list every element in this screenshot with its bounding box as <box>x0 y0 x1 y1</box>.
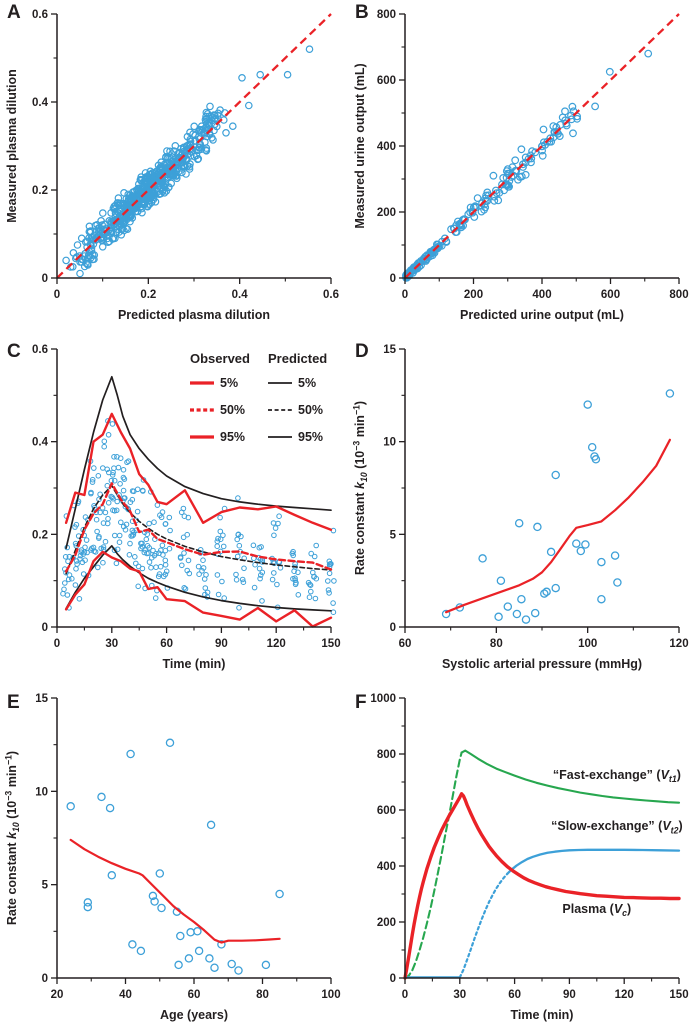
svg-text:0.6: 0.6 <box>323 289 339 301</box>
svg-text:15: 15 <box>383 344 396 356</box>
svg-text:60: 60 <box>508 989 521 1001</box>
svg-text:800: 800 <box>377 749 396 761</box>
svg-text:0: 0 <box>54 638 60 650</box>
svg-text:20: 20 <box>51 989 64 1001</box>
panel-b: B 0 200 400 600 800 0 200 400 600 800 Predicted ur… <box>348 0 697 333</box>
svg-text:Measured plasma dilution: Measured plasma dilution <box>5 69 19 223</box>
svg-text:0: 0 <box>402 289 408 301</box>
svg-text:0: 0 <box>390 973 396 985</box>
chart-e-rate-vs-age: 20 40 60 80 100 0 5 10 15 Age (years) Rate constan… <box>3 693 340 1022</box>
svg-text:5: 5 <box>390 529 397 541</box>
svg-text:0.6: 0.6 <box>32 344 48 356</box>
svg-text:200: 200 <box>377 207 396 219</box>
panel-label-f: F <box>355 692 367 713</box>
svg-text:Plasma (Vc): Plasma (Vc) <box>562 902 631 918</box>
svg-text:5%: 5% <box>220 376 238 390</box>
svg-text:95%: 95% <box>220 430 245 444</box>
panel-a: A 0 0.2 0.4 0.6 0 0.2 0.4 0.6 Predicted plasma d… <box>0 0 348 333</box>
svg-text:Predicted: Predicted <box>268 351 327 366</box>
svg-text:30: 30 <box>453 989 466 1001</box>
svg-text:5: 5 <box>42 880 49 892</box>
svg-text:Age (years): Age (years) <box>160 1008 228 1022</box>
svg-text:Measured urine output (mL): Measured urine output (mL) <box>353 63 367 228</box>
svg-text:95%: 95% <box>298 430 323 444</box>
svg-text:400: 400 <box>377 141 396 153</box>
svg-text:120: 120 <box>615 989 634 1001</box>
svg-text:50%: 50% <box>220 403 245 417</box>
svg-text:600: 600 <box>377 75 396 87</box>
svg-text:Rate constant k10 (10−3 min−1): Rate constant k10 (10−3 min−1) <box>3 751 21 925</box>
svg-text:800: 800 <box>377 9 396 21</box>
svg-text:120: 120 <box>669 638 688 650</box>
svg-text:600: 600 <box>601 289 620 301</box>
chart-c-percentile-timecourse: Observed 5% 50% 95% Predicted 5% 50% 95% 0 30 60 90… <box>32 344 341 671</box>
panel-label-d: D <box>355 341 369 362</box>
panel-f: F “Fast-exchange” (Vt1) “Slow-exchange” (… <box>348 682 697 1033</box>
svg-text:1000: 1000 <box>370 693 396 705</box>
svg-text:0: 0 <box>402 989 408 1001</box>
svg-text:150: 150 <box>669 989 688 1001</box>
svg-text:200: 200 <box>377 917 396 929</box>
svg-text:0.6: 0.6 <box>32 9 48 21</box>
svg-text:Rate constant k10 (10−3 min−1): Rate constant k10 (10−3 min−1) <box>351 401 369 575</box>
svg-text:0.2: 0.2 <box>140 289 156 301</box>
svg-text:60: 60 <box>399 638 412 650</box>
chart-a-scatter-plasma-dilution: 0 0.2 0.4 0.6 0 0.2 0.4 0.6 Predicted plasma dil… <box>5 9 339 322</box>
svg-text:10: 10 <box>35 786 48 798</box>
svg-text:0.2: 0.2 <box>32 529 48 541</box>
svg-text:“Slow-exchange” (Vt2): “Slow-exchange” (Vt2) <box>551 819 682 835</box>
panel-label-e: E <box>7 692 20 713</box>
chart-d-rate-vs-pressure: 60 80 100 120 0 5 10 15 Systolic arterial pressu… <box>351 344 688 671</box>
svg-text:5%: 5% <box>298 376 316 390</box>
svg-text:0: 0 <box>54 289 60 301</box>
svg-text:400: 400 <box>377 861 396 873</box>
svg-text:0.4: 0.4 <box>32 97 49 109</box>
svg-text:800: 800 <box>669 289 688 301</box>
svg-text:0: 0 <box>390 273 396 285</box>
svg-text:50%: 50% <box>298 403 323 417</box>
svg-text:Systolic arterial pressure (mm: Systolic arterial pressure (mmHg) <box>442 657 642 671</box>
svg-text:0: 0 <box>42 622 48 634</box>
svg-text:90: 90 <box>563 989 576 1001</box>
svg-text:80: 80 <box>490 638 503 650</box>
panel-c: C Observed 5% 50% 95% Predicted 5% 50% 95% 0 30 60… <box>0 333 348 682</box>
svg-text:0.4: 0.4 <box>32 437 49 449</box>
chart-b-scatter-urine-output: 0 200 400 600 800 0 200 400 600 800 Predicted urin… <box>353 9 689 322</box>
svg-text:100: 100 <box>578 638 597 650</box>
svg-text:0.4: 0.4 <box>232 289 249 301</box>
svg-text:90: 90 <box>215 638 228 650</box>
chart-f-volume-curves: “Fast-exchange” (Vt1) “Slow-exchange” (Vt… <box>370 693 688 1022</box>
svg-text:“Fast-exchange” (Vt1): “Fast-exchange” (Vt1) <box>553 768 681 784</box>
svg-text:60: 60 <box>188 989 201 1001</box>
svg-text:100: 100 <box>321 989 340 1001</box>
svg-text:30: 30 <box>105 638 118 650</box>
svg-text:Predicted plasma dilution: Predicted plasma dilution <box>118 308 270 322</box>
svg-text:60: 60 <box>160 638 173 650</box>
panel-e: E 20 40 60 80 100 0 5 10 15 Age (years) Rate const… <box>0 682 348 1033</box>
panel-label-c: C <box>7 341 21 362</box>
svg-text:0: 0 <box>42 273 48 285</box>
svg-text:Predicted urine output (mL): Predicted urine output (mL) <box>460 308 624 322</box>
svg-text:0: 0 <box>42 973 48 985</box>
svg-text:600: 600 <box>377 805 396 817</box>
svg-text:10: 10 <box>383 437 396 449</box>
panel-label-b: B <box>355 2 369 23</box>
svg-text:200: 200 <box>464 289 483 301</box>
svg-text:150: 150 <box>321 638 340 650</box>
panel-d: D 60 80 100 120 0 5 10 15 Systolic arterial pres… <box>348 333 697 682</box>
svg-text:0.2: 0.2 <box>32 185 48 197</box>
svg-text:400: 400 <box>532 289 551 301</box>
svg-text:120: 120 <box>267 638 286 650</box>
svg-text:0: 0 <box>390 622 396 634</box>
panel-label-a: A <box>7 2 21 23</box>
svg-text:Observed: Observed <box>190 351 250 366</box>
svg-text:Time (min): Time (min) <box>511 1008 574 1022</box>
svg-text:40: 40 <box>119 989 132 1001</box>
svg-text:80: 80 <box>256 989 269 1001</box>
svg-text:15: 15 <box>35 693 48 705</box>
svg-text:Time (min): Time (min) <box>163 657 226 671</box>
